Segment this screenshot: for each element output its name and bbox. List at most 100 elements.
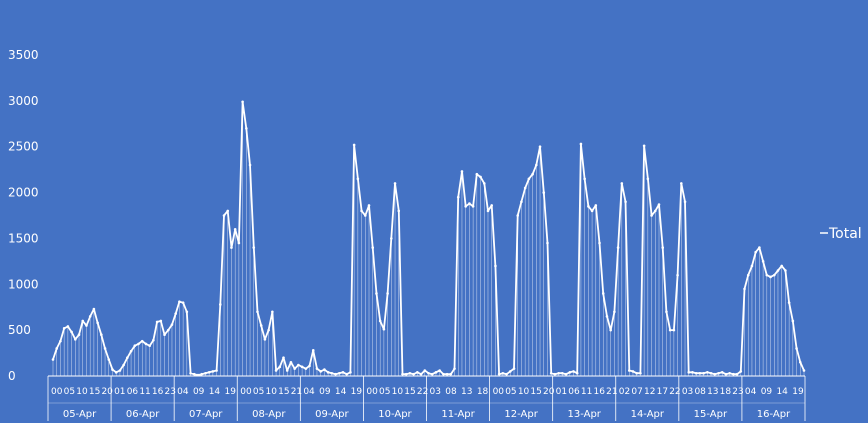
data-point [81,319,85,323]
data-point [207,371,211,374]
x-hour-tick-label: 01 [556,387,567,397]
data-point [92,307,96,311]
data-point [471,205,475,208]
data-point [717,371,720,375]
data-point [356,177,360,181]
x-hour-tick-label: 08 [445,387,457,397]
data-point [497,372,501,376]
data-point [59,339,62,343]
x-hour-tick-label: 21 [291,387,302,397]
y-tick-label: 1500 [8,231,39,245]
data-point [196,373,200,377]
x-hour-tick-label: 13 [461,387,472,397]
data-point [508,370,512,373]
data-point [70,330,73,334]
data-point [620,182,624,185]
data-point [278,365,282,369]
x-hour-tick-label: 19 [792,387,804,397]
data-point [709,371,713,375]
x-hour-tick-label: 19 [224,387,236,397]
x-day-label: 10-Apr [378,409,412,420]
data-point [152,338,155,342]
data-point [352,143,356,147]
data-point [397,209,401,213]
data-point [713,372,717,376]
data-point [631,370,635,373]
y-tick-label: 500 [8,323,31,337]
data-point [772,273,776,277]
data-point [653,209,657,213]
data-point [784,269,787,272]
data-point [587,205,590,208]
data-point [605,315,609,318]
data-point [795,347,798,350]
data-point [204,371,207,375]
data-point [572,370,575,373]
data-point [579,142,583,146]
x-day-label: 05-Apr [63,409,97,420]
data-point [133,344,137,348]
data-point [233,227,237,231]
data-point [672,328,676,332]
data-point [297,363,300,367]
data-point [256,310,259,314]
data-point [319,370,322,373]
data-point [754,250,757,254]
data-point [219,303,222,306]
x-hour-tick-label: 22 [417,387,428,397]
data-point [531,172,534,176]
data-point [706,371,709,374]
data-point [553,372,557,376]
data-point [635,371,638,375]
data-point [765,273,769,277]
data-point [378,319,382,323]
data-point [624,200,627,204]
data-point [412,372,415,376]
data-point [185,310,189,314]
x-hour-tick-label: 23 [732,387,743,397]
data-point [200,372,204,376]
x-day-label: 12-Apr [504,409,538,420]
x-hour-tick-label: 16 [152,387,164,397]
x-hour-tick-label: 05 [505,387,516,397]
data-point [430,372,434,376]
data-point [144,342,148,346]
data-point [382,327,386,331]
data-point [557,371,560,375]
data-point [304,367,308,370]
data-point [163,333,166,337]
y-tick-label: 1000 [8,277,39,291]
data-point [230,246,233,249]
x-hour-tick-label: 15 [89,387,100,397]
data-point [330,371,334,375]
x-day-label: 08-Apr [252,409,286,420]
x-hour-tick-label: 10 [76,387,88,397]
data-point [137,342,140,346]
x-hour-tick-label: 13 [707,387,718,397]
data-point [282,356,285,359]
data-point [326,371,330,374]
data-point [728,371,731,375]
x-hour-tick-label: 15 [404,387,415,397]
data-point [371,246,375,249]
data-point [401,372,404,376]
data-point [51,358,55,361]
data-point [687,371,691,374]
data-point [535,163,538,167]
data-point [100,333,103,337]
data-point [248,163,252,167]
data-point [211,370,215,373]
x-hour-tick-label: 01 [114,387,125,397]
data-point [501,371,505,375]
x-day-label: 16-Apr [757,409,791,420]
data-point [561,371,564,375]
data-point [601,292,605,295]
data-point [85,324,88,327]
data-point [691,371,694,374]
data-point [159,319,163,323]
data-point [192,372,196,376]
data-point [300,365,304,369]
data-point [750,264,754,268]
data-point [802,369,806,372]
